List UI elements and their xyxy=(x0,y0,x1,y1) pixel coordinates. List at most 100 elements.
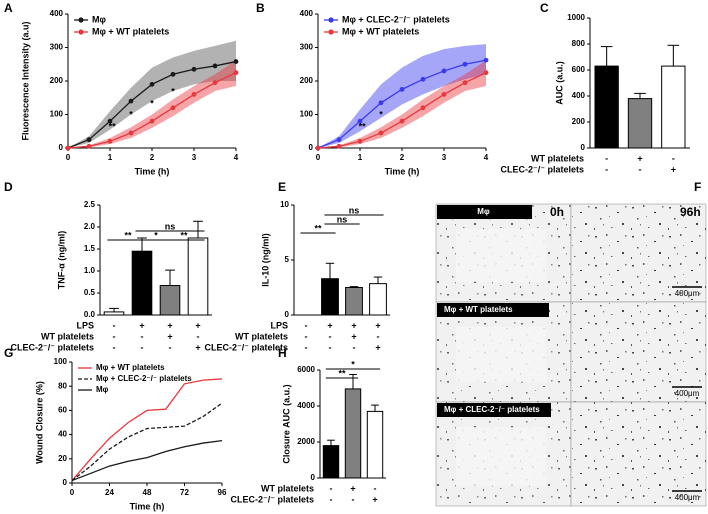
point xyxy=(315,145,321,151)
line xyxy=(71,402,223,482)
bar xyxy=(594,65,619,149)
condition-sign: - xyxy=(377,331,380,341)
condition-sign: - xyxy=(605,153,608,163)
condition-label: CLEC-2⁻/⁻ platelets xyxy=(230,494,314,504)
legend-label: Mφ xyxy=(96,385,109,394)
condition-sign: + xyxy=(327,320,332,330)
y-tick-label: 600 xyxy=(572,65,586,74)
time-label: 96h xyxy=(680,205,701,219)
y-tick-label: 200 xyxy=(572,117,586,126)
condition-sign: + xyxy=(351,320,356,330)
y-tick-label: 1000 xyxy=(567,13,585,22)
condition-sign: - xyxy=(305,331,308,341)
line xyxy=(71,378,223,482)
condition-label: CLEC-2⁻/⁻ platelets xyxy=(500,164,584,174)
point xyxy=(462,80,468,86)
x-tick-label: 4 xyxy=(484,153,489,162)
point xyxy=(483,70,489,76)
legend-label: Mφ + CLEC-2⁻/⁻ platelets xyxy=(342,14,450,24)
x-tick-label: 24 xyxy=(105,488,114,497)
condition-sign: + xyxy=(167,331,172,341)
condition-sign: + xyxy=(351,331,356,341)
point xyxy=(212,63,218,69)
point xyxy=(212,80,218,86)
point xyxy=(420,76,426,82)
y-tick-label: 1.5 xyxy=(84,244,96,253)
condition-sign: - xyxy=(305,342,308,352)
point xyxy=(357,138,363,144)
point xyxy=(378,100,384,106)
y-tick-label: 1.0 xyxy=(84,266,96,275)
y-tick-label: 200 xyxy=(50,76,64,85)
y-tick-label: 400 xyxy=(300,9,314,18)
condition-sign: - xyxy=(197,331,200,341)
row-label: Mφ xyxy=(477,207,490,216)
annotation: * xyxy=(171,86,175,96)
y-tick-label: 2.5 xyxy=(84,200,96,209)
legend-label: Mφ + CLEC-2⁻/⁻ platelets xyxy=(96,374,192,383)
panel-letter: H xyxy=(278,346,287,360)
x-tick-label: 1 xyxy=(108,153,113,162)
y-tick-label: 300 xyxy=(300,43,314,52)
label-box xyxy=(437,403,551,417)
condition-label: LPS xyxy=(270,320,288,330)
point xyxy=(399,86,405,92)
y-axis-label: TNF-α (ng/ml) xyxy=(56,231,66,290)
y-tick-label: 0.0 xyxy=(84,310,96,319)
point xyxy=(462,61,468,67)
y-tick-label: 0 xyxy=(63,478,68,487)
y-tick-label: 300 xyxy=(50,43,64,52)
bar xyxy=(661,65,686,149)
significance-label: ** xyxy=(314,223,322,233)
annotation: * xyxy=(150,98,154,108)
x-tick-label: 0 xyxy=(70,488,75,497)
x-tick-label: 4 xyxy=(234,153,239,162)
legend-label: Mφ + WT platelets xyxy=(96,363,165,372)
scale-label: 400μm xyxy=(675,389,700,398)
y-axis-label: Wound Closure (%) xyxy=(34,381,44,464)
condition-sign: + xyxy=(372,494,377,504)
row-label: Mφ + WT platelets xyxy=(444,305,513,314)
significance-label: ** xyxy=(338,368,346,378)
annotation: * xyxy=(379,110,383,120)
legend-label: Mφ + WT platelets xyxy=(92,26,169,36)
legend-marker xyxy=(328,29,334,35)
x-tick-label: 1 xyxy=(358,153,363,162)
label-box xyxy=(437,205,532,219)
wound-gap xyxy=(456,229,546,282)
point xyxy=(149,118,155,124)
band xyxy=(68,40,236,148)
y-tick-label: 0 xyxy=(309,143,314,152)
x-axis-label: Time (h) xyxy=(135,166,170,176)
condition-sign: + xyxy=(350,483,355,493)
y-tick-label: 800 xyxy=(572,39,586,48)
x-axis-label: Time (h) xyxy=(385,166,420,176)
point xyxy=(107,118,113,124)
time-label: 0h xyxy=(550,205,564,219)
point xyxy=(441,92,447,97)
x-tick-label: 72 xyxy=(180,488,189,497)
condition-label: CLEC-2⁻/⁻ platelets xyxy=(10,342,94,352)
x-tick-label: 0 xyxy=(316,153,321,162)
x-tick-label: 0 xyxy=(66,153,71,162)
y-tick-label: 0 xyxy=(311,473,316,482)
condition-sign: - xyxy=(329,331,332,341)
condition-label: WT platelets xyxy=(531,153,584,163)
legend-label: Mφ xyxy=(92,14,106,24)
point xyxy=(149,81,155,87)
legend-marker xyxy=(328,17,334,23)
point xyxy=(86,137,92,143)
condition-sign: - xyxy=(141,342,144,352)
annotation: ** xyxy=(109,121,117,131)
annotation: * xyxy=(129,110,133,120)
wound-gap xyxy=(456,427,546,486)
bar xyxy=(322,445,340,479)
y-tick-label: 2000 xyxy=(297,437,315,446)
condition-sign: - xyxy=(113,320,116,330)
condition-sign: + xyxy=(637,153,642,163)
bar xyxy=(627,98,653,149)
y-tick-label: 200 xyxy=(300,76,314,85)
bar xyxy=(345,287,363,316)
y-tick-label: 80 xyxy=(58,381,67,390)
condition-label: WT platelets xyxy=(235,331,288,341)
